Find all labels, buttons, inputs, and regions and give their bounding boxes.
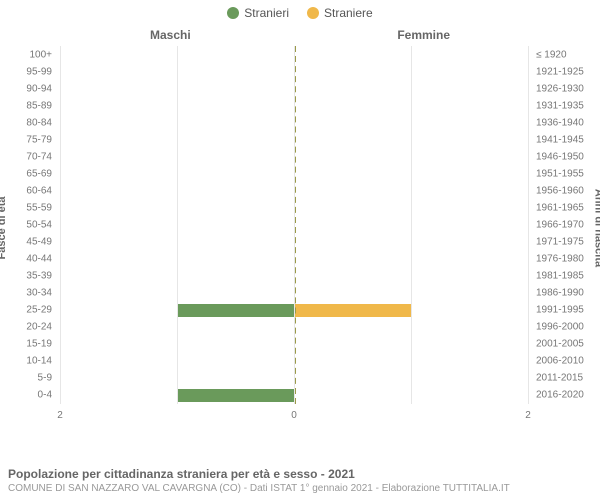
age-label: 90-94 <box>26 83 52 94</box>
gridline <box>177 46 178 404</box>
bar-female <box>294 304 411 317</box>
age-label: 40-44 <box>26 254 52 265</box>
chart-footer: Popolazione per cittadinanza straniera p… <box>8 467 592 494</box>
birth-year-label: 2001-2005 <box>536 339 584 350</box>
birth-year-label: 1926-1930 <box>536 83 584 94</box>
birth-year-label: 1946-1950 <box>536 151 584 162</box>
plot-area: 100+≤ 192095-991921-192590-941926-193085… <box>60 46 528 404</box>
chart-title: Popolazione per cittadinanza straniera p… <box>8 467 592 481</box>
age-label: 65-69 <box>26 168 52 179</box>
age-label: 35-39 <box>26 271 52 282</box>
age-label: 30-34 <box>26 288 52 299</box>
birth-year-label: 1971-1975 <box>536 237 584 248</box>
x-tick-label: 2 <box>57 410 63 421</box>
legend-item: Stranieri <box>227 6 289 20</box>
birth-year-label: 1996-2000 <box>536 322 584 333</box>
chart-legend: Stranieri Straniere <box>0 0 600 24</box>
age-label: 85-89 <box>26 100 52 111</box>
birth-year-label: ≤ 1920 <box>536 49 567 60</box>
age-label: 80-84 <box>26 117 52 128</box>
bar-male <box>177 304 294 317</box>
gridline <box>60 46 61 404</box>
birth-year-label: 1986-1990 <box>536 288 584 299</box>
legend-swatch-straniere <box>307 7 319 19</box>
birth-year-label: 2016-2020 <box>536 390 584 401</box>
age-label: 60-64 <box>26 185 52 196</box>
legend-label: Stranieri <box>244 6 289 20</box>
age-label: 45-49 <box>26 237 52 248</box>
birth-year-label: 1931-1935 <box>536 100 584 111</box>
chart-source: COMUNE DI SAN NAZZARO VAL CAVARGNA (CO) … <box>8 483 592 494</box>
birth-year-label: 1941-1945 <box>536 134 584 145</box>
panel-title-female: Femmine <box>397 28 450 42</box>
legend-swatch-stranieri <box>227 7 239 19</box>
age-label: 100+ <box>29 49 52 60</box>
birth-year-label: 1936-1940 <box>536 117 584 128</box>
bar-male <box>177 389 294 402</box>
birth-year-label: 1961-1965 <box>536 202 584 213</box>
gridline <box>528 46 529 404</box>
age-label: 5-9 <box>38 373 52 384</box>
x-tick-label: 2 <box>525 410 531 421</box>
legend-label: Straniere <box>324 6 373 20</box>
birth-year-label: 1951-1955 <box>536 168 584 179</box>
birth-year-label: 1976-1980 <box>536 254 584 265</box>
birth-year-label: 1966-1970 <box>536 219 584 230</box>
age-label: 50-54 <box>26 219 52 230</box>
legend-item: Straniere <box>307 6 373 20</box>
age-label: 15-19 <box>26 339 52 350</box>
birth-year-label: 2006-2010 <box>536 356 584 367</box>
age-label: 70-74 <box>26 151 52 162</box>
birth-year-label: 1981-1985 <box>536 271 584 282</box>
age-label: 10-14 <box>26 356 52 367</box>
population-pyramid-chart: Fasce di età Anni di nascita Maschi Femm… <box>0 24 600 432</box>
x-axis-labels: 2 0 2 <box>60 410 528 424</box>
birth-year-label: 2011-2015 <box>536 373 583 384</box>
gridline <box>411 46 412 404</box>
gridline <box>294 46 295 404</box>
age-label: 95-99 <box>26 66 52 77</box>
age-label: 20-24 <box>26 322 52 333</box>
birth-year-label: 1956-1960 <box>536 185 584 196</box>
age-label: 55-59 <box>26 202 52 213</box>
x-tick-label: 0 <box>291 410 297 421</box>
panel-title-male: Maschi <box>150 28 191 42</box>
birth-year-label: 1991-1995 <box>536 305 584 316</box>
birth-year-label: 1921-1925 <box>536 66 584 77</box>
age-label: 75-79 <box>26 134 52 145</box>
y-left-axis-title: Fasce di età <box>0 197 8 260</box>
age-label: 0-4 <box>38 390 52 401</box>
y-right-axis-title: Anni di nascita <box>592 189 600 267</box>
age-label: 25-29 <box>26 305 52 316</box>
